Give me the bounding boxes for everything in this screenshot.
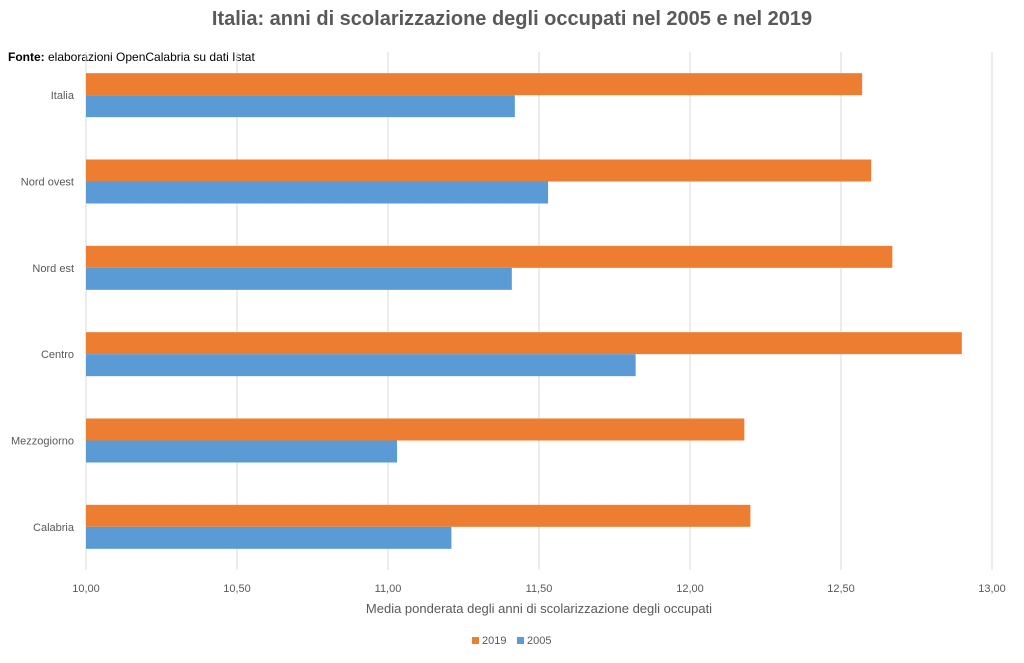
x-tick-label: 12,50 (827, 583, 855, 595)
bar-2005 (86, 267, 512, 290)
category-label: Nord ovest (21, 177, 74, 189)
bar-2019 (86, 504, 751, 527)
bar-2019 (86, 332, 962, 355)
bar-2019 (86, 159, 872, 182)
x-tick-label: 12,00 (676, 583, 704, 595)
bar-2019 (86, 245, 893, 268)
source-note: Fonte: elaborazioni OpenCalabria su dati… (8, 50, 255, 64)
x-tick-label: 11,00 (375, 583, 402, 595)
x-tick-label: 10,00 (72, 583, 100, 595)
legend-label: 2005 (527, 635, 551, 647)
x-tick-label: 10,50 (223, 583, 251, 595)
bar-2005 (86, 526, 452, 549)
bar-2005 (86, 95, 515, 118)
bar-2005 (86, 440, 398, 463)
x-axis-title: Media ponderata degli anni di scolarizza… (366, 601, 712, 616)
category-label: Centro (41, 349, 74, 361)
category-label: Mezzogiorno (11, 436, 74, 448)
category-label: Nord est (32, 263, 74, 275)
legend-label: 2019 (482, 635, 506, 647)
x-tick-label: 11,50 (526, 583, 553, 595)
legend-swatch-2005 (517, 637, 524, 644)
source-label: Fonte: (8, 50, 45, 64)
category-label: Calabria (33, 522, 75, 534)
chart-title: Italia: anni di scolarizzazione degli oc… (211, 8, 813, 30)
legend-swatch-2019 (472, 637, 479, 644)
bar-2005 (86, 354, 636, 377)
bar-2005 (86, 181, 549, 204)
bar-2019 (86, 73, 863, 96)
category-label: Italia (51, 90, 75, 102)
source-text: elaborazioni OpenCalabria su dati Istat (44, 50, 255, 64)
x-tick-label: 13,00 (978, 583, 1006, 595)
bar-2019 (86, 418, 745, 441)
